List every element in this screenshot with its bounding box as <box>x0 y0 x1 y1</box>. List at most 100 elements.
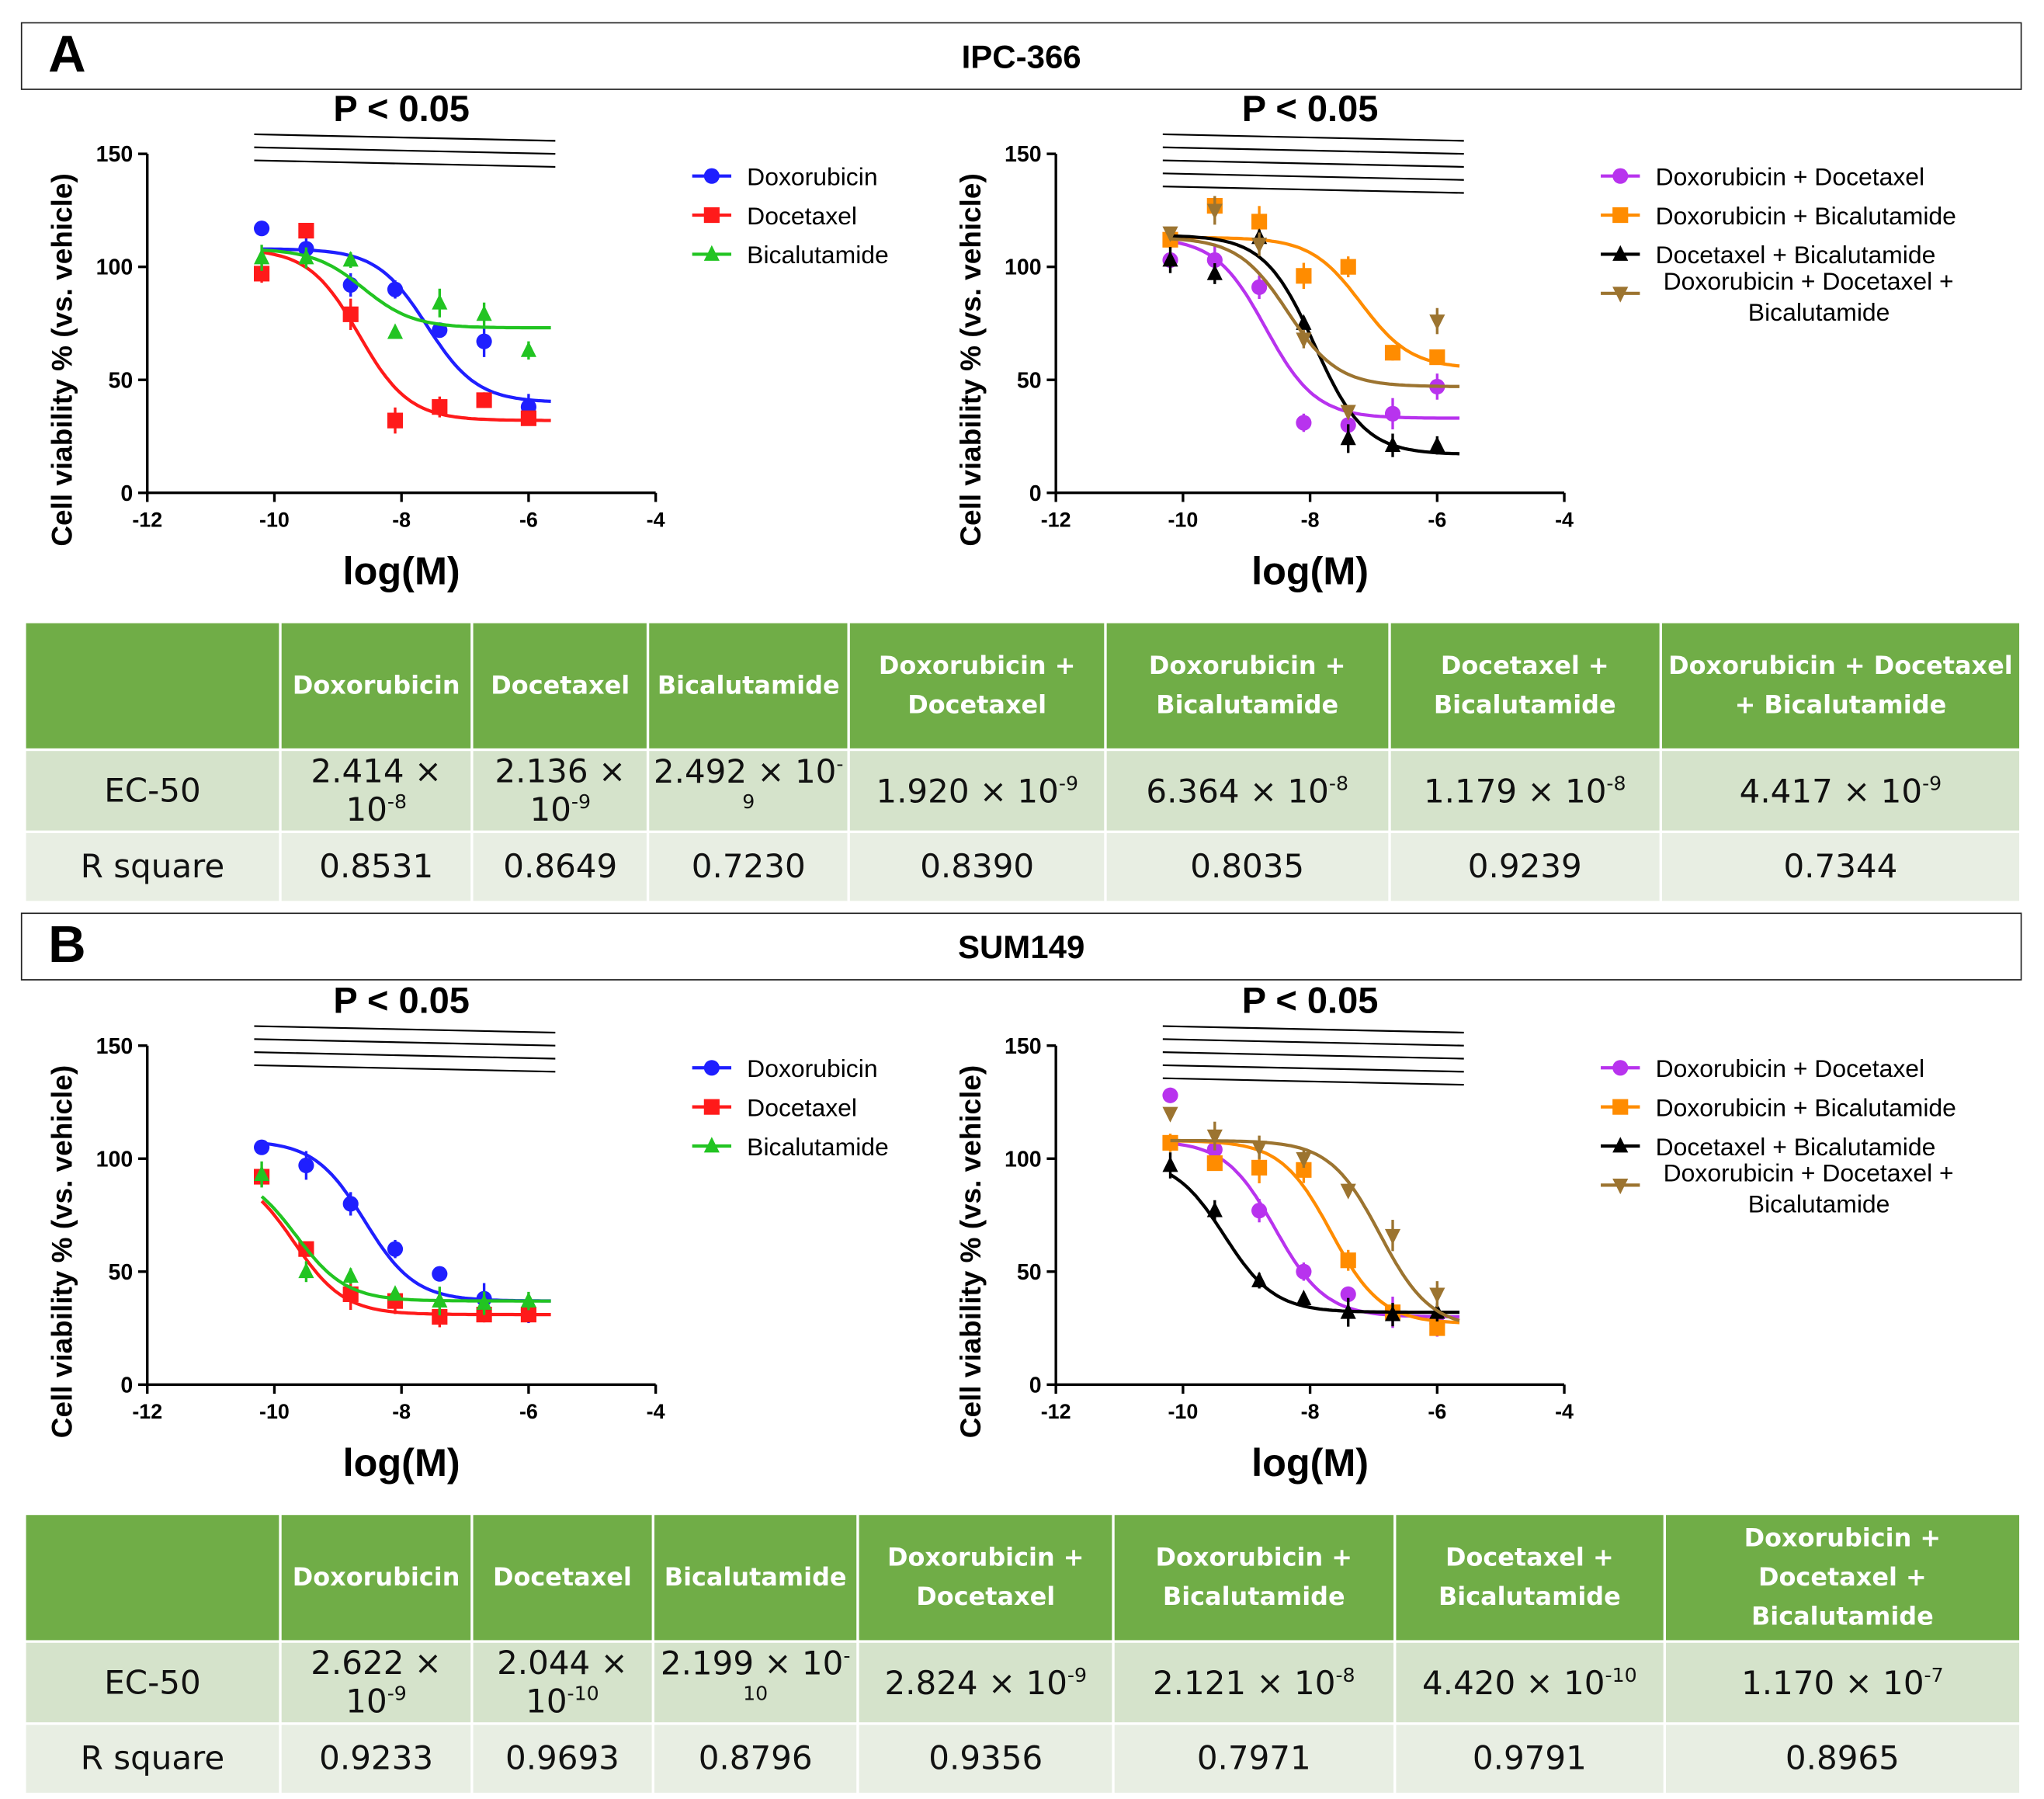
panel-a-header: A IPC-366 <box>20 22 2022 90</box>
cell-value: 0.9693 <box>505 1739 619 1778</box>
axes: 0 50 100 150 -12 -10 -8 -6 -4 log(M) Cell viabilit… <box>46 88 665 592</box>
significance-label: P < 0.05 <box>333 88 470 129</box>
data-point <box>1251 1141 1268 1157</box>
significance-line <box>1162 186 1464 194</box>
cell-exponent: -8 <box>1328 771 1349 795</box>
table-cell: 1.170 × 10-7 <box>1665 1642 2020 1722</box>
table-cell: 0.7344 <box>1661 832 2020 901</box>
legend-entry: Bicalutamide <box>692 1133 889 1161</box>
legend-label: Docetaxel <box>747 202 857 230</box>
legend-marker <box>703 1099 720 1115</box>
legend-label: Doxorubicin + Docetaxel <box>1656 162 1925 190</box>
x-tick-label: -4 <box>647 1400 665 1423</box>
table-cell: 6.364 × 10-8 <box>1106 751 1388 831</box>
data-point <box>254 266 270 282</box>
data-point <box>1296 415 1312 431</box>
chart-b-right: 0 50 100 150 -12 -10 -8 -6 -4 log(M) Cell viabilit… <box>955 980 1956 1485</box>
x-tick-label: -4 <box>1555 508 1574 531</box>
fit-curve <box>262 247 551 403</box>
y-tick-label: 50 <box>1017 1260 1042 1285</box>
significance-line <box>254 1038 556 1047</box>
data-point <box>1296 1162 1312 1178</box>
cell-value: 2.492 × 10 <box>653 752 837 791</box>
series-docetaxel <box>254 223 551 434</box>
significance-line <box>254 1025 556 1034</box>
table-cell: 4.420 × 10-10 <box>1396 1642 1664 1722</box>
data-point <box>254 248 270 265</box>
table-cell: 0.7971 <box>1114 1724 1394 1793</box>
legend-marker <box>1612 245 1629 261</box>
legend-label: Docetaxel <box>747 1093 857 1121</box>
significance-line <box>1162 159 1464 168</box>
panel-b-header: B SUM149 <box>20 912 2022 981</box>
data-point <box>1384 405 1401 422</box>
x-tick-label: -10 <box>1168 508 1198 531</box>
x-tick-label: -6 <box>1428 508 1446 531</box>
cell-exponent: -10 <box>743 1644 851 1706</box>
x-tick-label: -12 <box>1041 508 1071 531</box>
fit-curve <box>1169 1173 1460 1315</box>
significance-line <box>1162 1025 1464 1034</box>
data-point <box>1384 1228 1401 1245</box>
x-tick-label: -12 <box>132 508 162 531</box>
column-header: Doxorubicin + Docetaxel <box>850 623 1105 748</box>
legend-entry: Docetaxel + Bicalutamide <box>1601 1133 1935 1161</box>
cell-value: 0.9791 <box>1472 1739 1587 1778</box>
y-tick-label: 50 <box>109 1260 134 1285</box>
legend-entry: Docetaxel + Bicalutamide <box>1601 241 1935 269</box>
y-tick-label: 100 <box>1005 1147 1042 1172</box>
series-doxorubicin-docetaxel-bicalutamide <box>1162 1106 1460 1322</box>
data-point <box>1251 1159 1268 1176</box>
significance-line <box>254 146 556 155</box>
axes: 0 50 100 150 -12 -10 -8 -6 -4 log(M) Cell viabilit… <box>46 980 665 1485</box>
data-point <box>432 1308 448 1325</box>
fit-curve <box>1170 235 1460 368</box>
significance-line <box>254 159 556 168</box>
column-header: Bicalutamide <box>649 623 848 748</box>
axes: 0 50 100 150 -12 -10 -8 -6 -4 log(M) Cell viabilit… <box>955 980 1574 1485</box>
data-point <box>1296 268 1312 284</box>
x-tick-label: -4 <box>1555 1400 1574 1423</box>
significance-line <box>254 133 556 142</box>
legend-label: Doxorubicin + Bicalutamide <box>1656 1093 1956 1121</box>
data-point <box>432 399 448 415</box>
data-point <box>1384 436 1401 453</box>
table-cell: 2.824 × 10-9 <box>859 1642 1112 1722</box>
table-row: R square 0.9233 0.9693 0.8796 0.9356 0.7971 0.… <box>26 1724 2020 1793</box>
significance-line <box>1162 1038 1464 1047</box>
y-axis-label: Cell viability % (vs. vehicle) <box>46 173 78 546</box>
data-point <box>342 306 359 322</box>
cell-value: 0.8965 <box>1785 1739 1900 1778</box>
row-label: EC-50 <box>26 1642 279 1722</box>
x-tick-label: -6 <box>519 1400 538 1423</box>
column-header: Doxorubicin <box>281 623 471 748</box>
panel-title: SUM149 <box>957 929 1085 967</box>
y-tick-label: 100 <box>96 255 134 280</box>
data-point <box>432 1291 448 1308</box>
legend-marker <box>1612 207 1629 224</box>
y-tick-label: 50 <box>1017 368 1042 393</box>
cell-value: 1.179 × 10 <box>1423 772 1607 810</box>
series-docetaxel-bicalutamide <box>1162 1152 1460 1327</box>
x-tick-label: -8 <box>392 508 411 531</box>
data-point <box>1251 1203 1268 1219</box>
data-point <box>387 281 404 297</box>
table-cell: 0.9693 <box>473 1724 652 1793</box>
table-cell: 4.417 × 10-9 <box>1661 751 2020 831</box>
fit-curve <box>1170 1139 1460 1325</box>
fit-curve <box>1170 1138 1460 1322</box>
significance-line <box>254 1051 556 1060</box>
data-point <box>1340 429 1356 446</box>
cell-exponent: -8 <box>1606 771 1626 795</box>
series-doxorubicin-bicalutamide <box>1162 1134 1460 1336</box>
cell-value: 2.121 × 10 <box>1152 1663 1336 1702</box>
series-bicalutamide <box>254 245 551 360</box>
row-label: R square <box>26 1724 279 1793</box>
data-point <box>432 1266 448 1282</box>
column-header: Doxorubicin <box>281 1515 471 1641</box>
data-point <box>342 251 359 267</box>
chart-a-right: 0 50 100 150 -12 -10 -8 -6 -4 log(M) Cell viabilit… <box>955 88 1956 592</box>
column-header: Doxorubicin + Bicalutamide <box>1106 623 1388 748</box>
data-point <box>1162 1156 1178 1172</box>
fit-curve <box>1170 234 1460 456</box>
